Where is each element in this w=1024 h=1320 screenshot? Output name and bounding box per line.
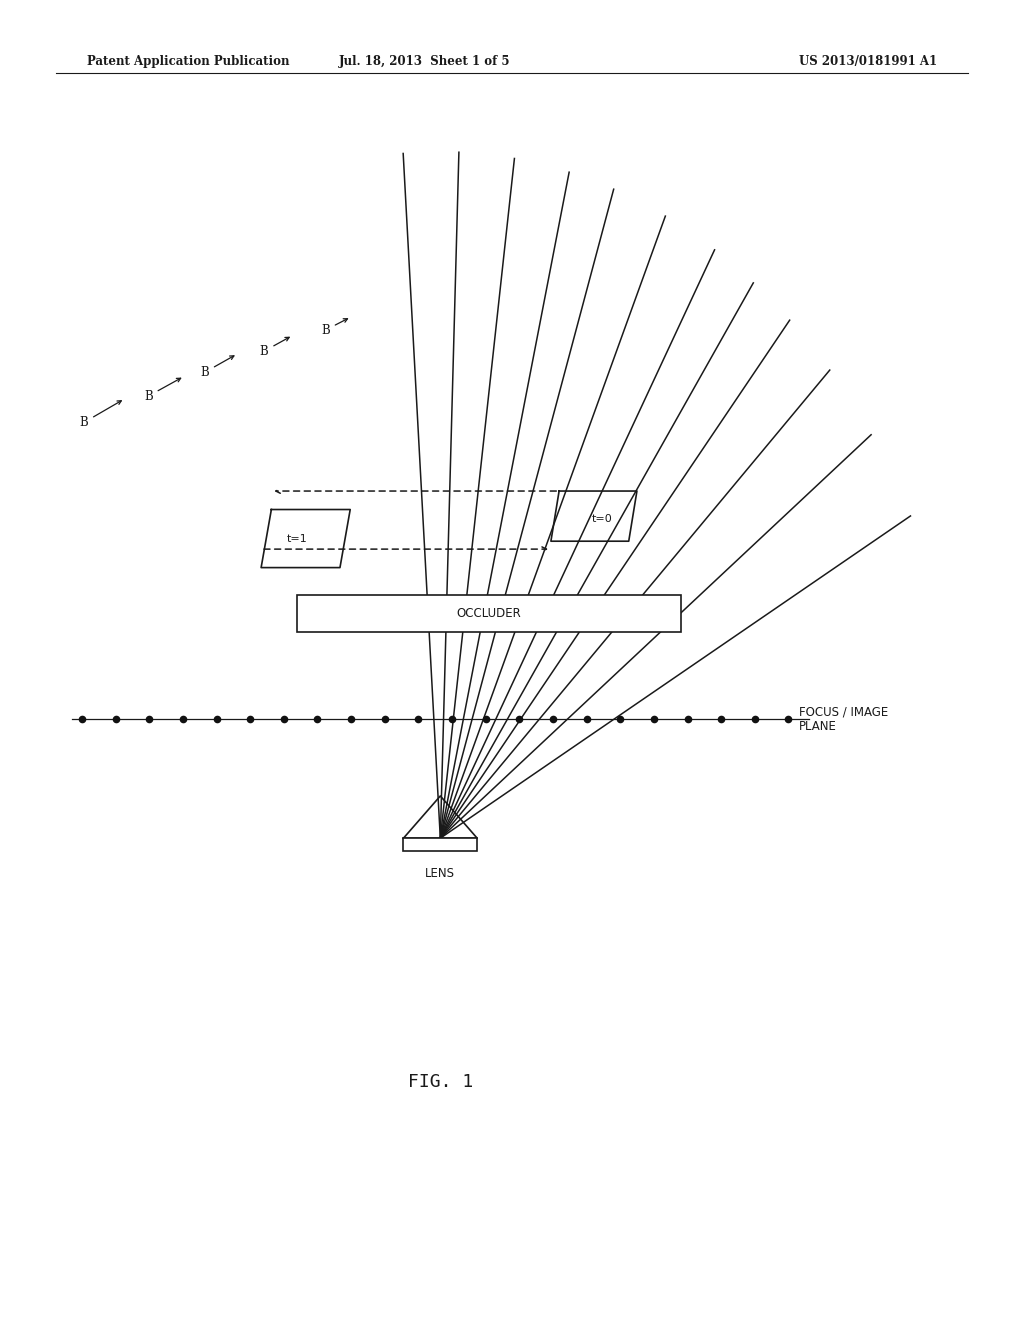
Text: t=1: t=1: [287, 533, 307, 544]
Text: Jul. 18, 2013  Sheet 1 of 5: Jul. 18, 2013 Sheet 1 of 5: [339, 55, 511, 69]
Text: LENS: LENS: [425, 867, 456, 880]
Text: B: B: [80, 401, 121, 429]
Bar: [297, 595, 681, 632]
Text: US 2013/0181991 A1: US 2013/0181991 A1: [799, 55, 937, 69]
Text: B: B: [260, 338, 289, 358]
Text: B: B: [322, 318, 347, 337]
Text: B: B: [201, 356, 233, 379]
Bar: [403, 838, 477, 851]
Text: Patent Application Publication: Patent Application Publication: [87, 55, 290, 69]
Text: FIG. 1: FIG. 1: [408, 1073, 473, 1092]
Text: OCCLUDER: OCCLUDER: [457, 607, 521, 620]
Text: t=0: t=0: [592, 513, 612, 524]
Text: FOCUS / IMAGE
PLANE: FOCUS / IMAGE PLANE: [799, 705, 888, 734]
Text: B: B: [144, 379, 180, 403]
